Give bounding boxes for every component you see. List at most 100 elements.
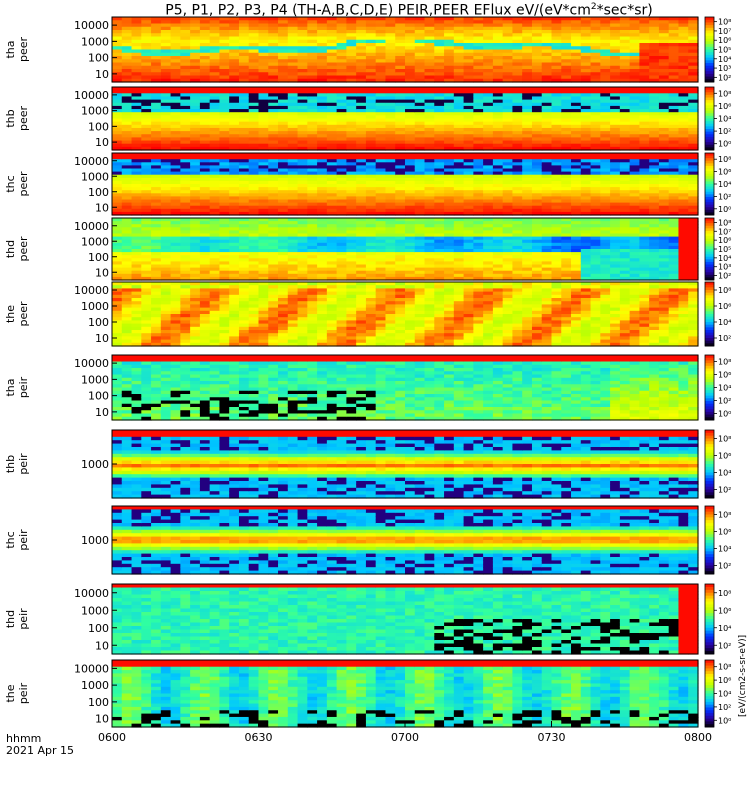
heatmap-cell xyxy=(463,46,474,51)
colorbar-segment xyxy=(705,94,714,99)
heatmap-cell xyxy=(385,159,396,163)
heatmap-cell xyxy=(375,33,387,38)
heatmap-cell xyxy=(326,146,338,151)
heatmap-cell xyxy=(619,33,631,38)
heatmap-cell xyxy=(590,102,601,107)
heatmap-cell xyxy=(209,36,221,41)
heatmap-cell xyxy=(531,39,543,44)
heatmap-cell xyxy=(541,65,553,70)
heatmap-cell xyxy=(424,56,435,60)
heatmap-cell xyxy=(219,184,230,188)
heatmap-cell xyxy=(688,202,699,207)
heatmap-cell xyxy=(610,190,621,194)
heatmap-cell xyxy=(170,90,181,94)
heatmap-cell xyxy=(619,177,631,182)
heatmap-cell xyxy=(678,159,689,163)
heatmap-cell xyxy=(141,187,152,191)
heatmap-cell xyxy=(571,56,582,60)
heatmap-cell xyxy=(180,121,191,126)
heatmap-cell xyxy=(112,267,123,272)
heatmap-cell xyxy=(512,96,523,101)
heatmap-cell xyxy=(278,75,289,80)
heatmap-cell xyxy=(326,105,338,110)
colorbar-segment xyxy=(705,35,714,40)
heatmap-cell xyxy=(326,33,338,38)
heatmap-cell xyxy=(571,36,582,41)
heatmap-cell xyxy=(424,131,435,135)
heatmap-cell xyxy=(600,105,611,110)
heatmap-cell xyxy=(492,78,504,83)
heatmap-cell xyxy=(346,75,357,80)
heatmap-cell xyxy=(541,211,553,216)
heatmap-cell xyxy=(190,159,201,163)
heatmap-cell xyxy=(131,276,142,281)
heatmap-cell xyxy=(580,90,592,94)
heatmap-cell xyxy=(229,168,240,173)
heatmap-cell xyxy=(190,134,201,138)
heatmap-cell xyxy=(580,109,592,113)
heatmap-cell xyxy=(307,196,318,201)
heatmap-cell xyxy=(317,17,328,21)
heatmap-cell xyxy=(209,115,221,120)
heatmap-cell xyxy=(375,193,387,197)
heatmap-cell xyxy=(434,65,445,70)
heatmap-cell xyxy=(444,193,455,197)
heatmap-cell xyxy=(405,115,416,120)
heatmap-cell xyxy=(258,174,269,179)
heatmap-cell xyxy=(649,140,660,145)
heatmap-cell xyxy=(248,140,260,145)
heatmap-cell xyxy=(112,121,123,126)
heatmap-cell xyxy=(229,69,240,73)
heatmap-cell xyxy=(619,168,631,173)
heatmap-cell xyxy=(307,99,318,104)
heatmap-cell xyxy=(170,208,181,213)
heatmap-cell xyxy=(141,78,152,83)
heatmap-cell xyxy=(405,56,416,60)
heatmap-cell xyxy=(209,168,221,173)
heatmap-cell xyxy=(317,69,328,73)
heatmap-cell xyxy=(365,171,377,176)
heatmap-cell xyxy=(610,62,621,67)
heatmap-cell xyxy=(278,134,289,138)
heatmap-cell xyxy=(229,187,240,191)
heatmap-cell xyxy=(483,140,494,145)
y-axis-label-probe: thc xyxy=(4,175,17,192)
heatmap-cell xyxy=(248,146,260,151)
heatmap-cell xyxy=(551,205,562,210)
heatmap-cell xyxy=(463,118,474,123)
heatmap-cell xyxy=(336,78,347,83)
heatmap-cell xyxy=(346,33,357,38)
heatmap-cell xyxy=(639,99,650,104)
heatmap-cell xyxy=(395,102,406,107)
colorbar-segment xyxy=(705,57,714,61)
heatmap-cell xyxy=(209,46,221,51)
heatmap-cell xyxy=(658,17,670,21)
heatmap-cell xyxy=(375,171,387,176)
heatmap-cell xyxy=(541,171,553,176)
heatmap-cell xyxy=(502,115,514,120)
heatmap-cell xyxy=(688,109,699,113)
heatmap-cell xyxy=(414,39,426,44)
heatmap-cell xyxy=(639,193,650,197)
heatmap-cell xyxy=(512,75,523,80)
heatmap-cell xyxy=(492,171,504,176)
heatmap-cell xyxy=(483,20,494,25)
heatmap-cell xyxy=(258,115,269,120)
heatmap-cell xyxy=(121,211,133,216)
heatmap-cell xyxy=(639,159,650,163)
heatmap-cell xyxy=(248,39,260,44)
heatmap-cell xyxy=(180,36,191,41)
heatmap-cell xyxy=(434,187,445,191)
heatmap-cell xyxy=(199,153,211,157)
heatmap-cell xyxy=(522,30,533,34)
heatmap-cell xyxy=(238,87,250,91)
heatmap-cell xyxy=(580,75,592,80)
y-axis-label-probe: tha xyxy=(4,40,17,58)
heatmap-cell xyxy=(170,39,181,44)
heatmap-cell xyxy=(326,87,338,91)
heatmap-cell xyxy=(619,190,631,194)
heatmap-cell xyxy=(658,124,670,129)
heatmap-cell xyxy=(610,156,621,160)
heatmap-cell xyxy=(258,75,269,80)
heatmap-cell xyxy=(170,137,181,142)
